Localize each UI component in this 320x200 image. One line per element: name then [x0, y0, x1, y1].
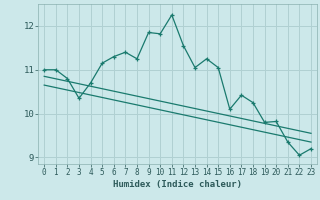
X-axis label: Humidex (Indice chaleur): Humidex (Indice chaleur)	[113, 180, 242, 189]
